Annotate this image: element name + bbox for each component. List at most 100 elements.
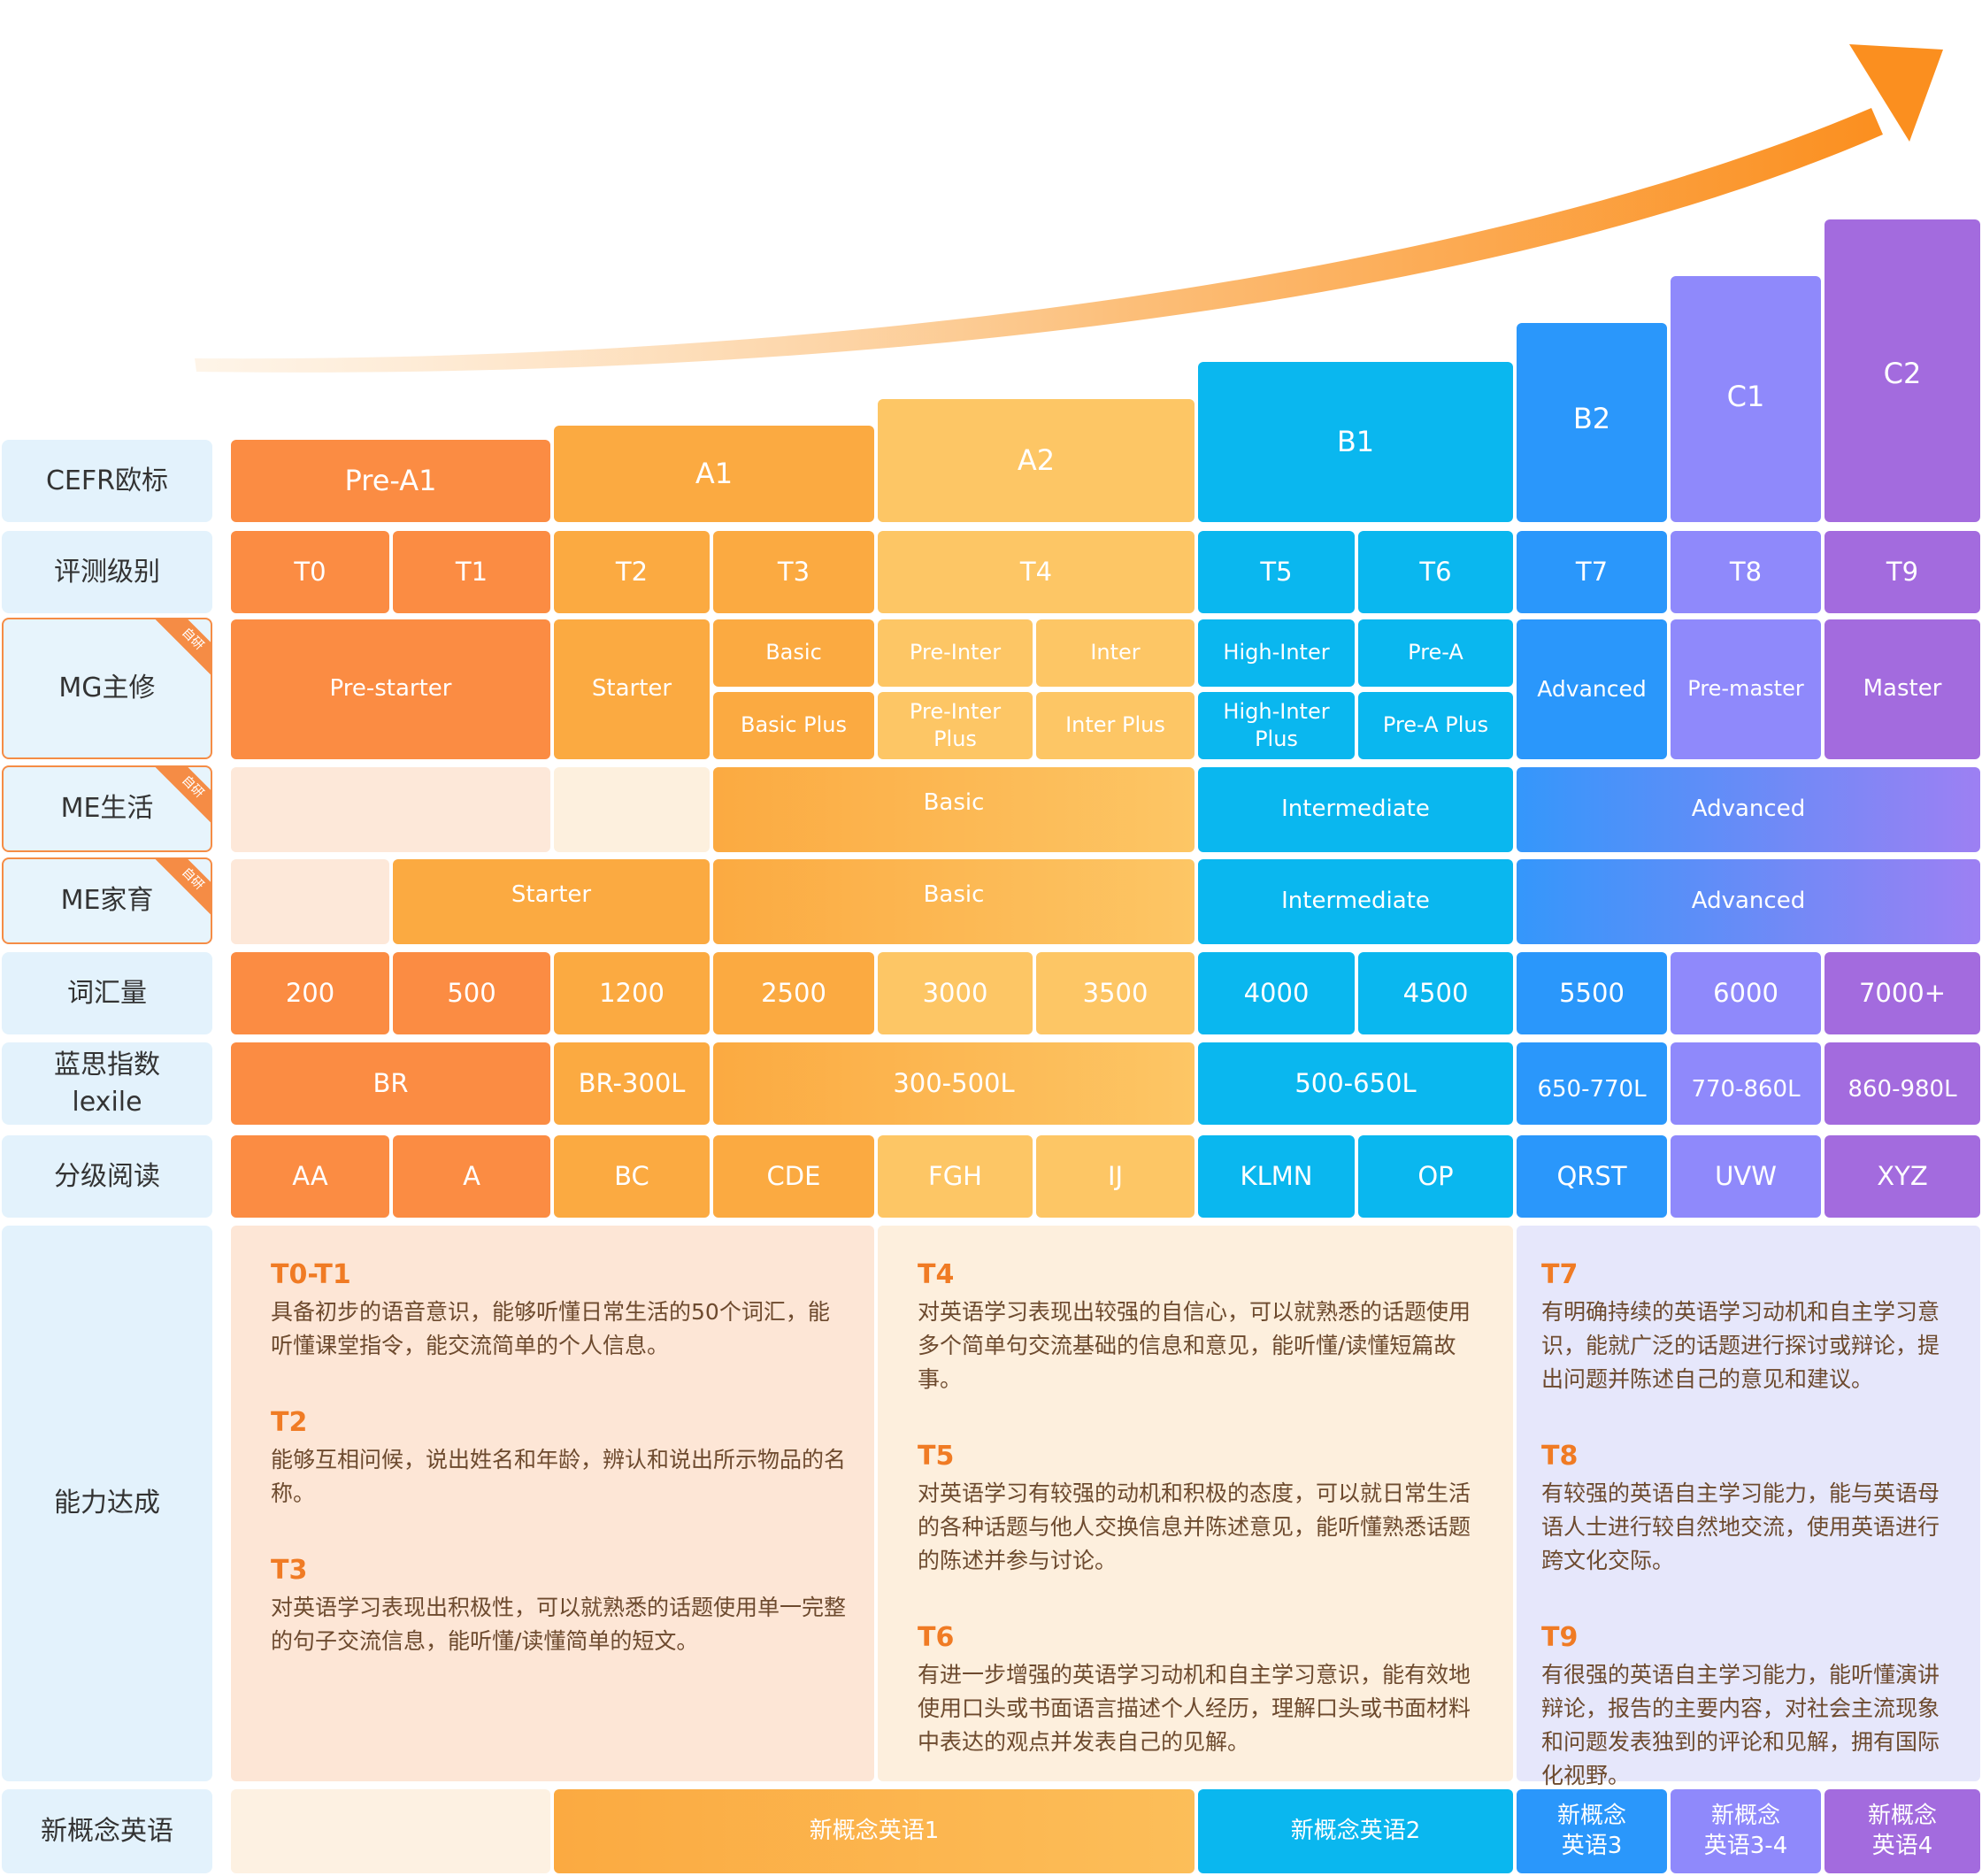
lexile-650-770l: 650-770L [1517,1042,1667,1125]
self-developed-badge: 自研 [149,619,211,683]
self-developed-badge: 自研 [149,767,211,831]
mg-basic-plus: Basic Plus [713,692,874,759]
row-label-vocab: 词汇量 [2,952,212,1034]
nce-book-4: 新概念 英语4 [1825,1789,1980,1873]
ability-text: 对英语学习表现出较强的自信心，可以就熟悉的话题使用多个简单句交流基础的信息和意见… [918,1299,1471,1392]
row-label-me-family: ME家育 自研 [2,857,212,944]
level-t9: T9 [1825,531,1980,613]
level-t8: T8 [1671,531,1821,613]
mg-pre-starter: Pre-starter [231,619,550,759]
nce-book-2: 新概念英语2 [1198,1789,1513,1873]
me-family-advanced: Advanced [1517,859,1980,944]
ability-title: T6 [918,1622,955,1653]
level-t2: T2 [554,531,710,613]
nce-book-3: 新概念 英语3 [1517,1789,1667,1873]
mg-high-inter: High-Inter [1198,619,1355,687]
lexile-770-860l: 770-860L [1671,1042,1821,1125]
self-developed-badge: 自研 [149,859,211,923]
vocab-2500: 2500 [713,952,874,1034]
nce-empty [231,1789,550,1873]
vocab-500: 500 [393,952,550,1034]
ability-title: T5 [918,1441,955,1472]
growth-arrow [195,44,1943,373]
row-label-me-life: ME生活 自研 [2,765,212,852]
mg-inter-plus: Inter Plus [1036,692,1195,759]
lexile-br-300l: BR-300L [554,1042,710,1125]
graded-bc: BC [554,1135,710,1218]
graded-fgh: FGH [878,1135,1033,1218]
ability-text: 对英语学习有较强的动机和积极的态度，可以就日常生活的各种话题与他人交换信息并陈述… [918,1480,1471,1573]
level-t0: T0 [231,531,389,613]
mg-starter: Starter [554,619,710,759]
vocab-1200: 1200 [554,952,710,1034]
ability-title: T9 [1541,1622,1579,1653]
lexile-300-500l: 300-500L [713,1042,1195,1125]
ability-title: T8 [1541,1441,1579,1472]
mg-advanced: Advanced [1517,619,1667,759]
cefr-c1: C1 [1671,276,1821,522]
graded-uvw: UVW [1671,1135,1821,1218]
ability-text: 有很强的英语自主学习能力，能听懂演讲辩论，报告的主要内容，对社会主流现象和问题发… [1541,1662,1940,1788]
lexile-br: BR [231,1042,550,1125]
lexile-860-980l: 860-980L [1825,1042,1980,1125]
row-label-nce: 新概念英语 [2,1789,212,1873]
ability-title: T3 [271,1555,308,1586]
ability-text: 有明确持续的英语学习动机和自主学习意识，能就广泛的话题进行探讨或辩论，提出问题并… [1541,1299,1940,1392]
nce-book-3-4: 新概念 英语3-4 [1671,1789,1821,1873]
cefr-pre-a1: Pre-A1 [231,440,550,522]
row-label-level: 评测级别 [2,531,212,613]
row-label-ability: 能力达成 [2,1226,212,1781]
me-life-intermediate: Intermediate [1198,767,1513,852]
me-life-empty-2 [554,767,710,852]
me-family-empty [231,859,389,944]
ability-panel-t0-t3: T0-T1 具备初步的语音意识，能够听懂日常生活的50个词汇，能听懂课堂指令，能… [231,1226,874,1781]
row-label-me-family-text: ME家育 [60,885,154,916]
vocab-3000: 3000 [878,952,1033,1034]
cefr-a1: A1 [554,426,874,522]
graded-klmn: KLMN [1198,1135,1355,1218]
graded-a: A [393,1135,550,1218]
vocab-7000-plus: 7000+ [1825,952,1980,1034]
mg-basic: Basic [713,619,874,687]
level-t1: T1 [393,531,550,613]
graded-cde: CDE [713,1135,874,1218]
level-t4: T4 [878,531,1195,613]
ability-text: 有进一步增强的英语学习动机和自主学习意识，能有效地使用口头或书面语言描述个人经历… [918,1662,1471,1755]
cefr-b1: B1 [1198,362,1513,522]
vocab-200: 200 [231,952,389,1034]
mg-pre-inter: Pre-Inter [878,619,1033,687]
row-label-mg-text: MG主修 [58,673,156,704]
vocab-5500: 5500 [1517,952,1667,1034]
cefr-a2: A2 [878,399,1195,522]
vocab-4000: 4000 [1198,952,1355,1034]
mg-pre-inter-plus: Pre-Inter Plus [878,692,1033,759]
me-family-basic: Basic [713,859,1195,944]
me-family-intermediate: Intermediate [1198,859,1513,944]
ability-title: T4 [918,1259,955,1290]
ability-title: T0-T1 [271,1259,351,1290]
mg-pre-master: Pre-master [1671,619,1821,759]
vocab-6000: 6000 [1671,952,1821,1034]
cefr-c2: C2 [1825,219,1980,522]
me-family-starter: Starter [393,859,710,944]
ability-panel-t7-t9: T7 有明确持续的英语学习动机和自主学习意识，能就广泛的话题进行探讨或辩论，提出… [1517,1226,1980,1788]
level-t7: T7 [1517,531,1667,613]
graded-xyz: XYZ [1825,1135,1980,1218]
me-life-empty-1 [231,767,550,852]
graded-aa: AA [231,1135,389,1218]
row-label-lexile: 蓝思指数 lexile [2,1042,212,1125]
mg-inter: Inter [1036,619,1195,687]
mg-master: Master [1825,619,1980,759]
ability-title: T7 [1541,1259,1579,1290]
row-label-me-life-text: ME生活 [60,793,154,824]
ability-title: T2 [271,1407,308,1438]
ability-text: 有较强的英语自主学习能力，能与英语母语人士进行较自然地交流，使用英语进行跨文化交… [1541,1480,1940,1573]
row-label-graded: 分级阅读 [2,1135,212,1218]
row-label-mg: MG主修 自研 [2,618,212,759]
graded-ij: IJ [1036,1135,1195,1218]
vocab-3500: 3500 [1036,952,1195,1034]
row-label-cefr: CEFR欧标 [2,440,212,522]
nce-book-1: 新概念英语1 [554,1789,1195,1873]
level-t3: T3 [713,531,874,613]
mg-pre-a-plus: Pre-A Plus [1358,692,1513,759]
